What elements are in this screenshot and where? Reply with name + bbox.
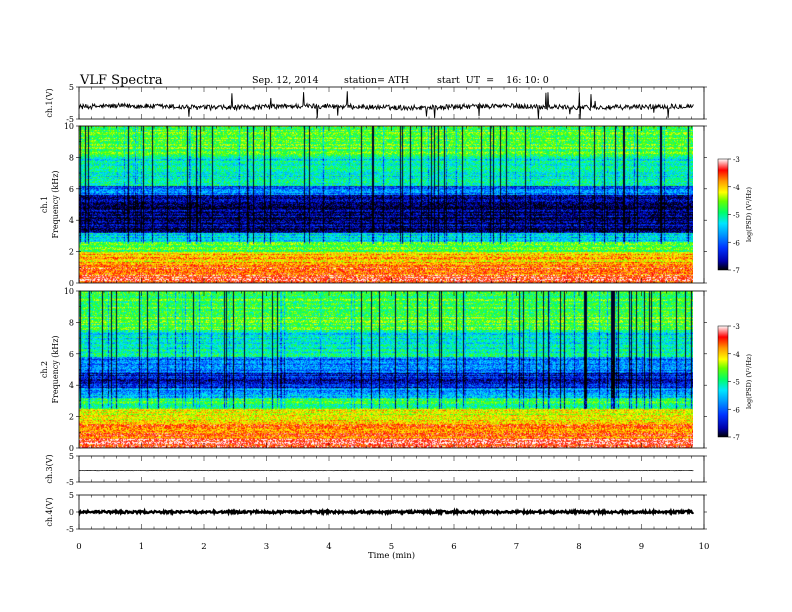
colorbar-tick-label: -7 — [733, 434, 740, 442]
y-tick-label: 5 — [69, 452, 74, 461]
colorbar-tick-label: -3 — [733, 323, 740, 331]
x-axis-label: Time (min) — [368, 550, 415, 561]
x-tick-label: 5 — [389, 542, 394, 552]
x-tick-label: 0 — [76, 542, 81, 552]
y-tick-label: 6 — [69, 350, 74, 359]
colorbar-tick-label: -4 — [733, 184, 740, 192]
y-tick-label: 8 — [69, 318, 74, 327]
panel-ylabel: ch.4(V) — [45, 497, 54, 526]
y-tick-label: 2 — [69, 248, 74, 257]
x-tick-label: 7 — [514, 542, 519, 552]
spectrogram-image — [79, 126, 693, 283]
station-label: station= ATH — [344, 75, 409, 86]
y-tick-label: 4 — [69, 216, 74, 225]
start-ut-label: start UT = 16: 10: 0 — [437, 75, 549, 86]
x-tick-label: 10 — [699, 542, 710, 552]
y-tick-label: 0 — [69, 279, 74, 288]
colorbar — [717, 158, 729, 271]
colorbar-tick-label: -5 — [733, 212, 740, 220]
y-tick-label: -5 — [66, 115, 74, 124]
y-tick-label: 5 — [69, 491, 74, 500]
panel-ylabel: Frequency (kHz) — [51, 335, 60, 403]
colorbar-tick-label: -7 — [733, 267, 740, 275]
panel-ylabel: Frequency (kHz) — [51, 170, 60, 238]
series-trace — [77, 507, 695, 517]
y-tick-label: 0 — [69, 444, 74, 453]
colorbar — [717, 325, 729, 438]
date-label: Sep. 12, 2014 — [252, 75, 319, 86]
y-tick-label: 4 — [69, 381, 74, 390]
panel-ylabel: ch.1 — [40, 196, 49, 213]
panel-ylabel: ch.3(V) — [45, 454, 54, 483]
y-tick-label: 2 — [69, 413, 74, 422]
x-tick-label: 1 — [139, 542, 144, 552]
chart-title: VLF Spectra — [80, 73, 163, 88]
x-tick-label: 4 — [326, 542, 331, 552]
spectrogram-image — [79, 291, 693, 448]
colorbar-tick-label: -4 — [733, 351, 740, 359]
x-tick-label: 2 — [201, 542, 206, 552]
y-tick-label: 10 — [64, 122, 74, 131]
y-tick-label: 6 — [69, 185, 74, 194]
y-tick-label: 5 — [69, 83, 74, 92]
x-tick-label: 3 — [264, 542, 269, 552]
y-tick-label: 0 — [69, 508, 74, 517]
y-tick-label: 8 — [69, 153, 74, 162]
panel-ylabel: ch.1(V) — [45, 88, 54, 117]
series-trace — [78, 91, 694, 120]
x-tick-label: 9 — [639, 542, 644, 552]
colorbar-label: log(PSD) (V²/Hz) — [745, 354, 753, 409]
colorbar-label: log(PSD) (V²/Hz) — [745, 187, 753, 242]
y-tick-label: 10 — [64, 287, 74, 296]
colorbar-tick-label: -6 — [733, 406, 740, 414]
y-tick-label: -5 — [66, 525, 74, 534]
colorbar-tick-label: -5 — [733, 379, 740, 387]
x-tick-label: 8 — [576, 542, 581, 552]
y-tick-label: -5 — [66, 478, 74, 487]
colorbar-tick-label: -6 — [733, 239, 740, 247]
panel-ylabel: ch.2 — [40, 361, 49, 378]
colorbar-tick-label: -3 — [733, 156, 740, 164]
x-tick-label: 6 — [451, 542, 456, 552]
